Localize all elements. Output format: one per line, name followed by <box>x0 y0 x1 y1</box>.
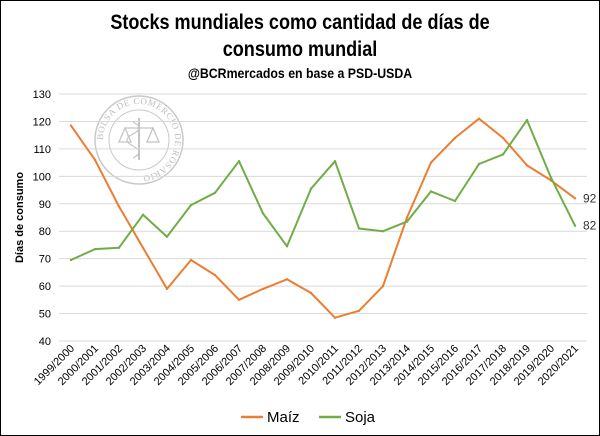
data-point <box>93 247 97 251</box>
data-point <box>477 162 481 166</box>
data-point <box>309 291 313 295</box>
data-point <box>165 235 169 238</box>
chart-title-line-1: Stocks mundiales como cantidad de días d… <box>110 11 490 34</box>
chart-title: Stocks mundiales como cantidad de días d… <box>43 9 557 63</box>
x-axis-ticks: 1999/20002000/20012001/20022002/20032003… <box>32 343 581 388</box>
data-point <box>117 246 121 249</box>
data-point <box>429 190 433 193</box>
y-tick-label: 80 <box>39 226 51 238</box>
y-tick-label: 130 <box>33 89 51 101</box>
end-label-soja: 82 <box>583 219 597 233</box>
data-point <box>381 230 385 233</box>
data-point <box>405 220 409 223</box>
data-point <box>357 227 361 230</box>
data-point <box>429 161 433 164</box>
data-point <box>93 158 97 162</box>
data-point <box>453 199 457 203</box>
data-point <box>213 273 217 277</box>
data-point <box>141 246 145 249</box>
data-point <box>213 191 217 194</box>
data-point <box>333 160 337 163</box>
legend-label-soja: Soja <box>345 409 376 426</box>
chart-subtitle: @BCRmercados en base a PSD-USDA <box>187 65 413 81</box>
data-point <box>477 117 481 120</box>
data-point <box>525 118 529 122</box>
data-point <box>261 212 265 215</box>
data-point <box>405 216 409 219</box>
y-axis-label: Días de consumo <box>14 172 26 263</box>
data-point <box>501 153 505 156</box>
y-tick-label: 100 <box>33 171 51 183</box>
chart-title-line-2: consumo mundial <box>222 38 378 61</box>
seal-outer-ring <box>94 95 184 185</box>
y-tick-label: 110 <box>33 144 51 156</box>
y-tick-label: 70 <box>39 254 51 266</box>
y-tick-label: 50 <box>39 309 51 321</box>
data-point <box>309 187 313 190</box>
data-point <box>285 245 289 248</box>
y-tick-label: 60 <box>39 281 51 293</box>
legend-label-maíz: Maíz <box>267 409 300 426</box>
data-point <box>117 205 121 208</box>
data-point <box>189 258 193 262</box>
data-point <box>261 287 265 291</box>
series-line-soja <box>70 119 576 261</box>
data-point <box>501 136 505 140</box>
data-point <box>573 224 577 227</box>
data-point <box>453 136 457 140</box>
data-point <box>237 160 241 163</box>
data-point <box>525 164 529 167</box>
seal-serpent <box>126 121 140 159</box>
data-point <box>381 284 385 288</box>
data-point <box>333 316 337 319</box>
y-tick-label: 120 <box>33 116 51 128</box>
gridlines <box>59 93 587 342</box>
series-line-maíz <box>70 117 576 319</box>
seal-inner-ring <box>108 109 170 171</box>
data-point <box>573 197 577 200</box>
series-lines <box>69 117 577 319</box>
data-point <box>549 176 553 179</box>
data-point <box>69 258 73 262</box>
y-tick-label: 40 <box>39 336 51 348</box>
data-point <box>285 278 289 281</box>
bcr-seal-watermark: BOLSA DE COMERCIO DE ROSARIO <box>94 95 184 185</box>
data-point <box>237 298 241 301</box>
data-point <box>141 213 145 216</box>
y-tick-label: 90 <box>39 199 51 211</box>
data-point <box>357 309 361 312</box>
data-point <box>189 203 193 207</box>
y-axis-ticks: 40 50 60 70 80 90 100 110 120 130 <box>33 89 51 348</box>
data-point <box>165 287 169 291</box>
end-label-maíz: 92 <box>583 191 597 205</box>
end-labels: 92 82 <box>583 191 597 232</box>
legend: Maíz Soja <box>241 409 376 426</box>
data-point <box>69 124 73 127</box>
